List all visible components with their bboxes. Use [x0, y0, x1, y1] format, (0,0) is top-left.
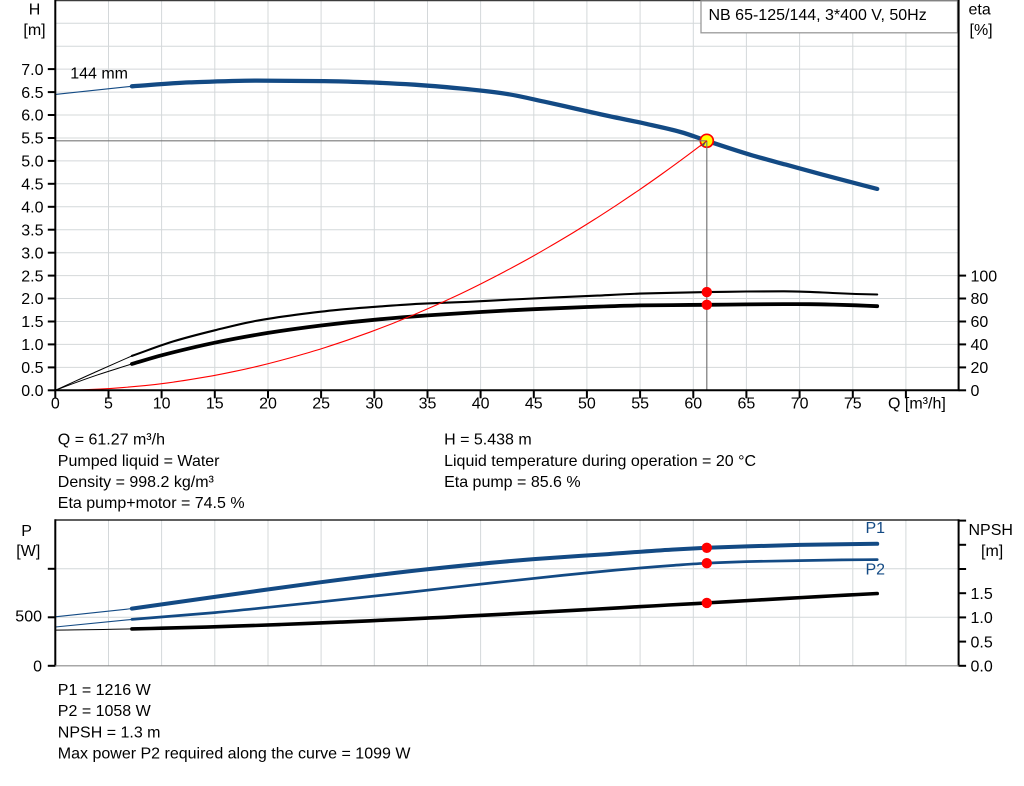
svg-text:Eta pump = 85.6 %: Eta pump = 85.6 % [444, 474, 581, 491]
svg-text:NB 65-125/144, 3*400 V, 50Hz: NB 65-125/144, 3*400 V, 50Hz [709, 7, 927, 24]
svg-text:20: 20 [259, 395, 277, 412]
svg-text:80: 80 [971, 291, 989, 308]
svg-text:P1 = 1216 W: P1 = 1216 W [58, 682, 152, 699]
svg-text:Eta pump+motor = 74.5 %: Eta pump+motor = 74.5 % [58, 495, 245, 512]
svg-text:30: 30 [365, 395, 383, 412]
svg-text:1.0: 1.0 [971, 610, 993, 627]
svg-text:Density = 998.2 kg/m³: Density = 998.2 kg/m³ [58, 474, 215, 491]
svg-text:60: 60 [971, 314, 989, 331]
svg-text:0: 0 [33, 659, 42, 676]
svg-text:Max power P2 required along th: Max power P2 required along the curve = … [58, 746, 412, 763]
svg-text:3.0: 3.0 [21, 245, 43, 262]
svg-text:Q = 61.27 m³/h: Q = 61.27 m³/h [58, 432, 165, 449]
svg-text:0.0: 0.0 [21, 383, 43, 400]
svg-text:15: 15 [206, 395, 224, 412]
svg-text:P1: P1 [866, 520, 886, 537]
svg-text:4.5: 4.5 [21, 177, 43, 194]
svg-text:70: 70 [791, 395, 809, 412]
svg-text:Q [m³/h]: Q [m³/h] [888, 395, 946, 412]
svg-text:55: 55 [631, 395, 649, 412]
svg-text:H = 5.438 m: H = 5.438 m [444, 432, 532, 449]
svg-text:H: H [29, 2, 41, 19]
svg-text:65: 65 [738, 395, 756, 412]
svg-text:[W]: [W] [16, 543, 40, 560]
svg-text:2.5: 2.5 [21, 268, 43, 285]
svg-text:0.5: 0.5 [21, 360, 43, 377]
svg-text:25: 25 [312, 395, 330, 412]
svg-text:35: 35 [419, 395, 437, 412]
svg-text:5.5: 5.5 [21, 131, 43, 148]
svg-text:[m]: [m] [23, 22, 45, 39]
svg-text:P2: P2 [866, 562, 886, 579]
svg-text:1.5: 1.5 [21, 314, 43, 331]
svg-text:500: 500 [15, 609, 42, 626]
svg-text:40: 40 [472, 395, 490, 412]
svg-text:100: 100 [971, 268, 998, 285]
svg-text:40: 40 [971, 337, 989, 354]
svg-text:144 mm: 144 mm [70, 65, 128, 82]
svg-text:Liquid temperature during oper: Liquid temperature during operation = 20… [444, 453, 756, 470]
svg-text:7.0: 7.0 [21, 62, 43, 79]
svg-text:20: 20 [971, 360, 989, 377]
svg-text:0: 0 [51, 395, 60, 412]
svg-text:P2 = 1058 W: P2 = 1058 W [58, 703, 152, 720]
svg-text:75: 75 [844, 395, 862, 412]
svg-text:0: 0 [971, 383, 980, 400]
svg-text:5: 5 [104, 395, 113, 412]
svg-text:1.0: 1.0 [21, 337, 43, 354]
svg-text:10: 10 [153, 395, 171, 412]
svg-text:2.0: 2.0 [21, 291, 43, 308]
svg-text:5.0: 5.0 [21, 154, 43, 171]
svg-text:45: 45 [525, 395, 543, 412]
svg-text:6.0: 6.0 [21, 108, 43, 125]
svg-text:NPSH: NPSH [969, 522, 1013, 539]
svg-text:3.5: 3.5 [21, 222, 43, 239]
svg-text:4.0: 4.0 [21, 200, 43, 217]
svg-text:Pumped liquid = Water: Pumped liquid = Water [58, 453, 220, 470]
svg-text:[%]: [%] [970, 22, 993, 39]
svg-text:1.5: 1.5 [971, 586, 993, 603]
svg-text:[m]: [m] [981, 543, 1003, 560]
svg-text:NPSH = 1.3 m: NPSH = 1.3 m [58, 724, 161, 741]
svg-text:6.5: 6.5 [21, 85, 43, 102]
svg-text:50: 50 [578, 395, 596, 412]
svg-text:60: 60 [684, 395, 702, 412]
svg-text:0.0: 0.0 [971, 659, 993, 676]
svg-text:eta: eta [969, 2, 991, 19]
svg-text:0.5: 0.5 [971, 634, 993, 651]
svg-text:P: P [21, 523, 32, 540]
